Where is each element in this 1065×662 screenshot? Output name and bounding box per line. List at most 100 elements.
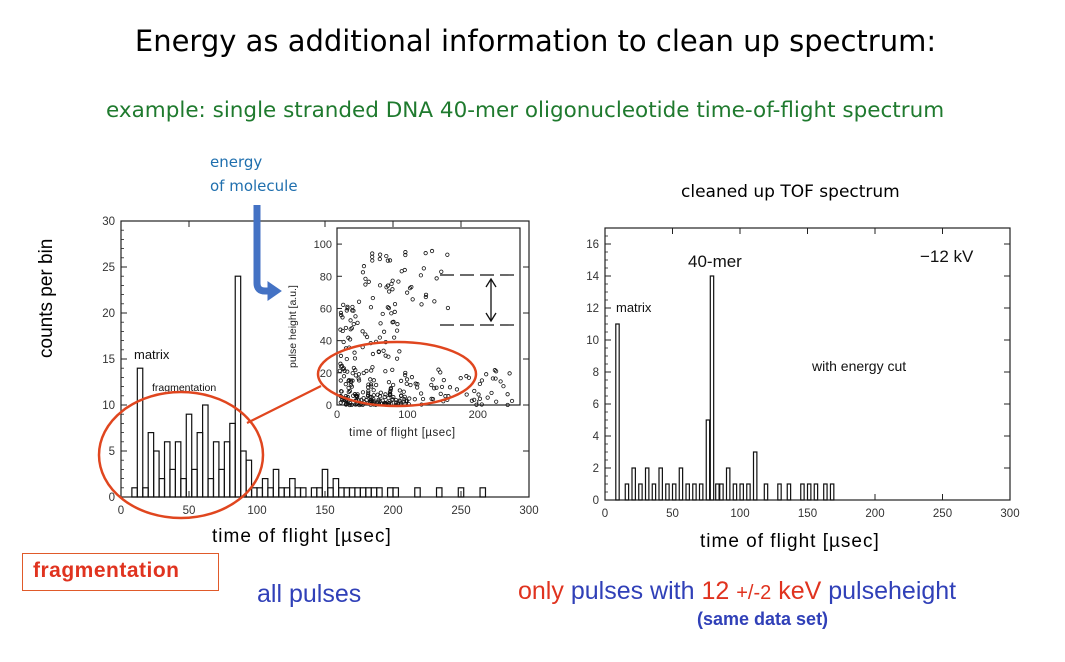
inset-scatter-point [363, 282, 368, 287]
inset-scatter-point [386, 306, 392, 311]
histogram-bin [624, 483, 630, 501]
inset-scatter-point [366, 392, 371, 397]
inset-scatter-point [407, 286, 413, 291]
inset-scatter-point [439, 384, 445, 390]
inset-scatter-point [377, 394, 383, 399]
inset-scatter-point [348, 337, 353, 342]
inset-scatter-point [341, 374, 347, 379]
inset-scatter-point [355, 393, 360, 398]
inset-scatter-point [403, 252, 408, 258]
histogram-bin [180, 478, 187, 498]
inset-scatter-point [429, 382, 434, 388]
inset-scatter-point [378, 321, 383, 326]
histogram-bin [169, 468, 177, 498]
histogram-bin [283, 487, 291, 498]
fragmentation-ellipse-inset [316, 340, 478, 408]
inset-scatter-point [392, 301, 398, 307]
inset-scatter-point [376, 349, 381, 354]
fragmentation-box [22, 553, 219, 591]
inset-scatter-point [350, 308, 355, 313]
histogram-bin [354, 487, 361, 498]
right-histogram: 0 50 100 150 200 250 300 0 2 4 6 8 10 12 14 16 matrix 40-… [586, 227, 1020, 520]
inset-scatter-point [412, 397, 417, 402]
histogram-bin [813, 483, 819, 501]
inset-scatter-point [345, 369, 350, 374]
inset-scatter-point [380, 398, 385, 403]
histogram-bin [739, 483, 744, 501]
inset-scatter-point [391, 319, 396, 324]
histogram-bin [709, 275, 715, 501]
y-tick-label: 15 [102, 354, 115, 366]
matrix-annotation: matrix [134, 347, 170, 362]
inset-scatter-point [344, 308, 349, 313]
inset-scatter-point [376, 397, 381, 403]
inset-scatter-point [398, 378, 404, 383]
inset-x-tick-label: 100 [398, 409, 416, 421]
inset-scatter-point [479, 402, 484, 407]
inset-scatter-point [402, 394, 407, 399]
inset-scatter-point [439, 269, 444, 274]
all-pulses-caption: all pulses [257, 580, 362, 608]
inset-scatter-point [370, 295, 375, 301]
inset-y-tick-label: 100 [314, 239, 332, 251]
energy-of-molecule-label: energy of molecule [210, 150, 298, 198]
inset-scatter-point [498, 379, 503, 384]
inset-scatter-point [389, 281, 394, 287]
histogram-bin [786, 483, 792, 501]
inset-scatter-point [340, 328, 345, 334]
filtered-pulses-caption: only pulses with 12 +/-2 keV pulseheight [518, 577, 956, 606]
inset-scatter-point [382, 394, 387, 400]
inset-scatter-point [353, 373, 358, 378]
inset-scatter-point [476, 392, 481, 397]
inset-scatter-point [361, 370, 366, 376]
inset-scatter-point [390, 367, 395, 372]
histogram-bin [223, 441, 231, 498]
inset-scatter-point [399, 269, 404, 274]
inset-scatter-point [454, 387, 460, 392]
inset-scatter-point [445, 305, 451, 311]
inset-scatter-point [347, 388, 353, 394]
inset-scatter-point [386, 396, 391, 401]
inset-scatter-point [434, 385, 439, 390]
histogram-bin [245, 459, 253, 498]
inset-scatter-point [443, 394, 448, 399]
inset-scatter-point [344, 356, 349, 362]
x-tick-label: 250 [933, 508, 952, 520]
inset-scatter-point [353, 314, 358, 319]
voltage-annotation: −12 kV [920, 247, 974, 266]
inset-scatter-point [430, 397, 436, 402]
histogram-bin [310, 487, 318, 498]
inset-scatter-point [368, 382, 374, 387]
inset-scatter-point [364, 398, 369, 403]
inset-scatter-point [348, 327, 353, 332]
histogram-bin [392, 487, 400, 498]
x-tick-label: 100 [247, 505, 266, 517]
histogram-bin [316, 487, 323, 498]
inset-scatter-point [391, 395, 396, 400]
inset-scatter-point [432, 386, 437, 391]
inset-scatter-point [339, 389, 344, 394]
histogram-bin [196, 432, 204, 498]
40mer-annotation: 40-mer [688, 252, 742, 271]
inset-scatter-point [397, 349, 402, 354]
inset-scatter-point [368, 377, 373, 382]
inset-scatter-point [429, 248, 435, 254]
histogram-bin [185, 413, 193, 498]
inset-scatter-point [407, 396, 412, 401]
inset-scatter-point [385, 305, 390, 310]
inset-scatter-point [494, 369, 499, 374]
left-x-axis-label: time of flight [µsec] [212, 526, 392, 547]
inset-scatter-point [369, 399, 374, 404]
inset-x-axis-label: time of flight [µsec] [349, 427, 456, 439]
inset-scatter-point [352, 356, 358, 361]
inset-scatter-point [404, 377, 410, 382]
inset-scatter-point [509, 398, 515, 404]
caption-part-pulses-with: pulses with [570, 577, 695, 605]
histogram-bin [359, 487, 367, 498]
histogram-bin [191, 468, 198, 498]
inset-scatter-point [346, 389, 351, 395]
histogram-bin [234, 275, 242, 498]
histogram-bin [644, 467, 650, 501]
histogram-bin [153, 450, 160, 498]
inset-scatter-point [380, 311, 385, 317]
